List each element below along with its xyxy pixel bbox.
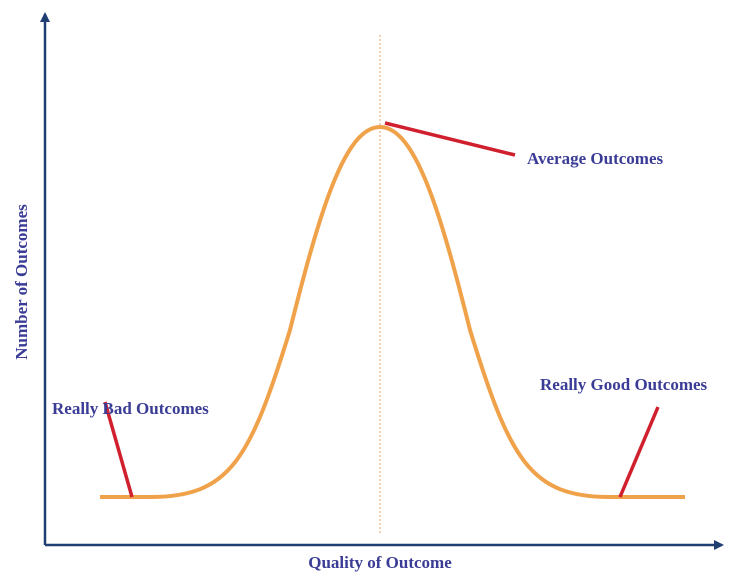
pointer-good — [618, 406, 660, 498]
y-axis-label: Number of Outcomes — [12, 204, 31, 360]
annotation: Really Bad Outcomes — [52, 399, 209, 418]
bell-curve — [100, 124, 685, 499]
pointer-bad — [103, 401, 134, 498]
annotation: Really Good Outcomes — [540, 375, 708, 394]
annotation: Average Outcomes — [527, 149, 663, 168]
x-axis-label: Quality of Outcome — [308, 553, 452, 572]
pointer-average — [384, 121, 516, 157]
